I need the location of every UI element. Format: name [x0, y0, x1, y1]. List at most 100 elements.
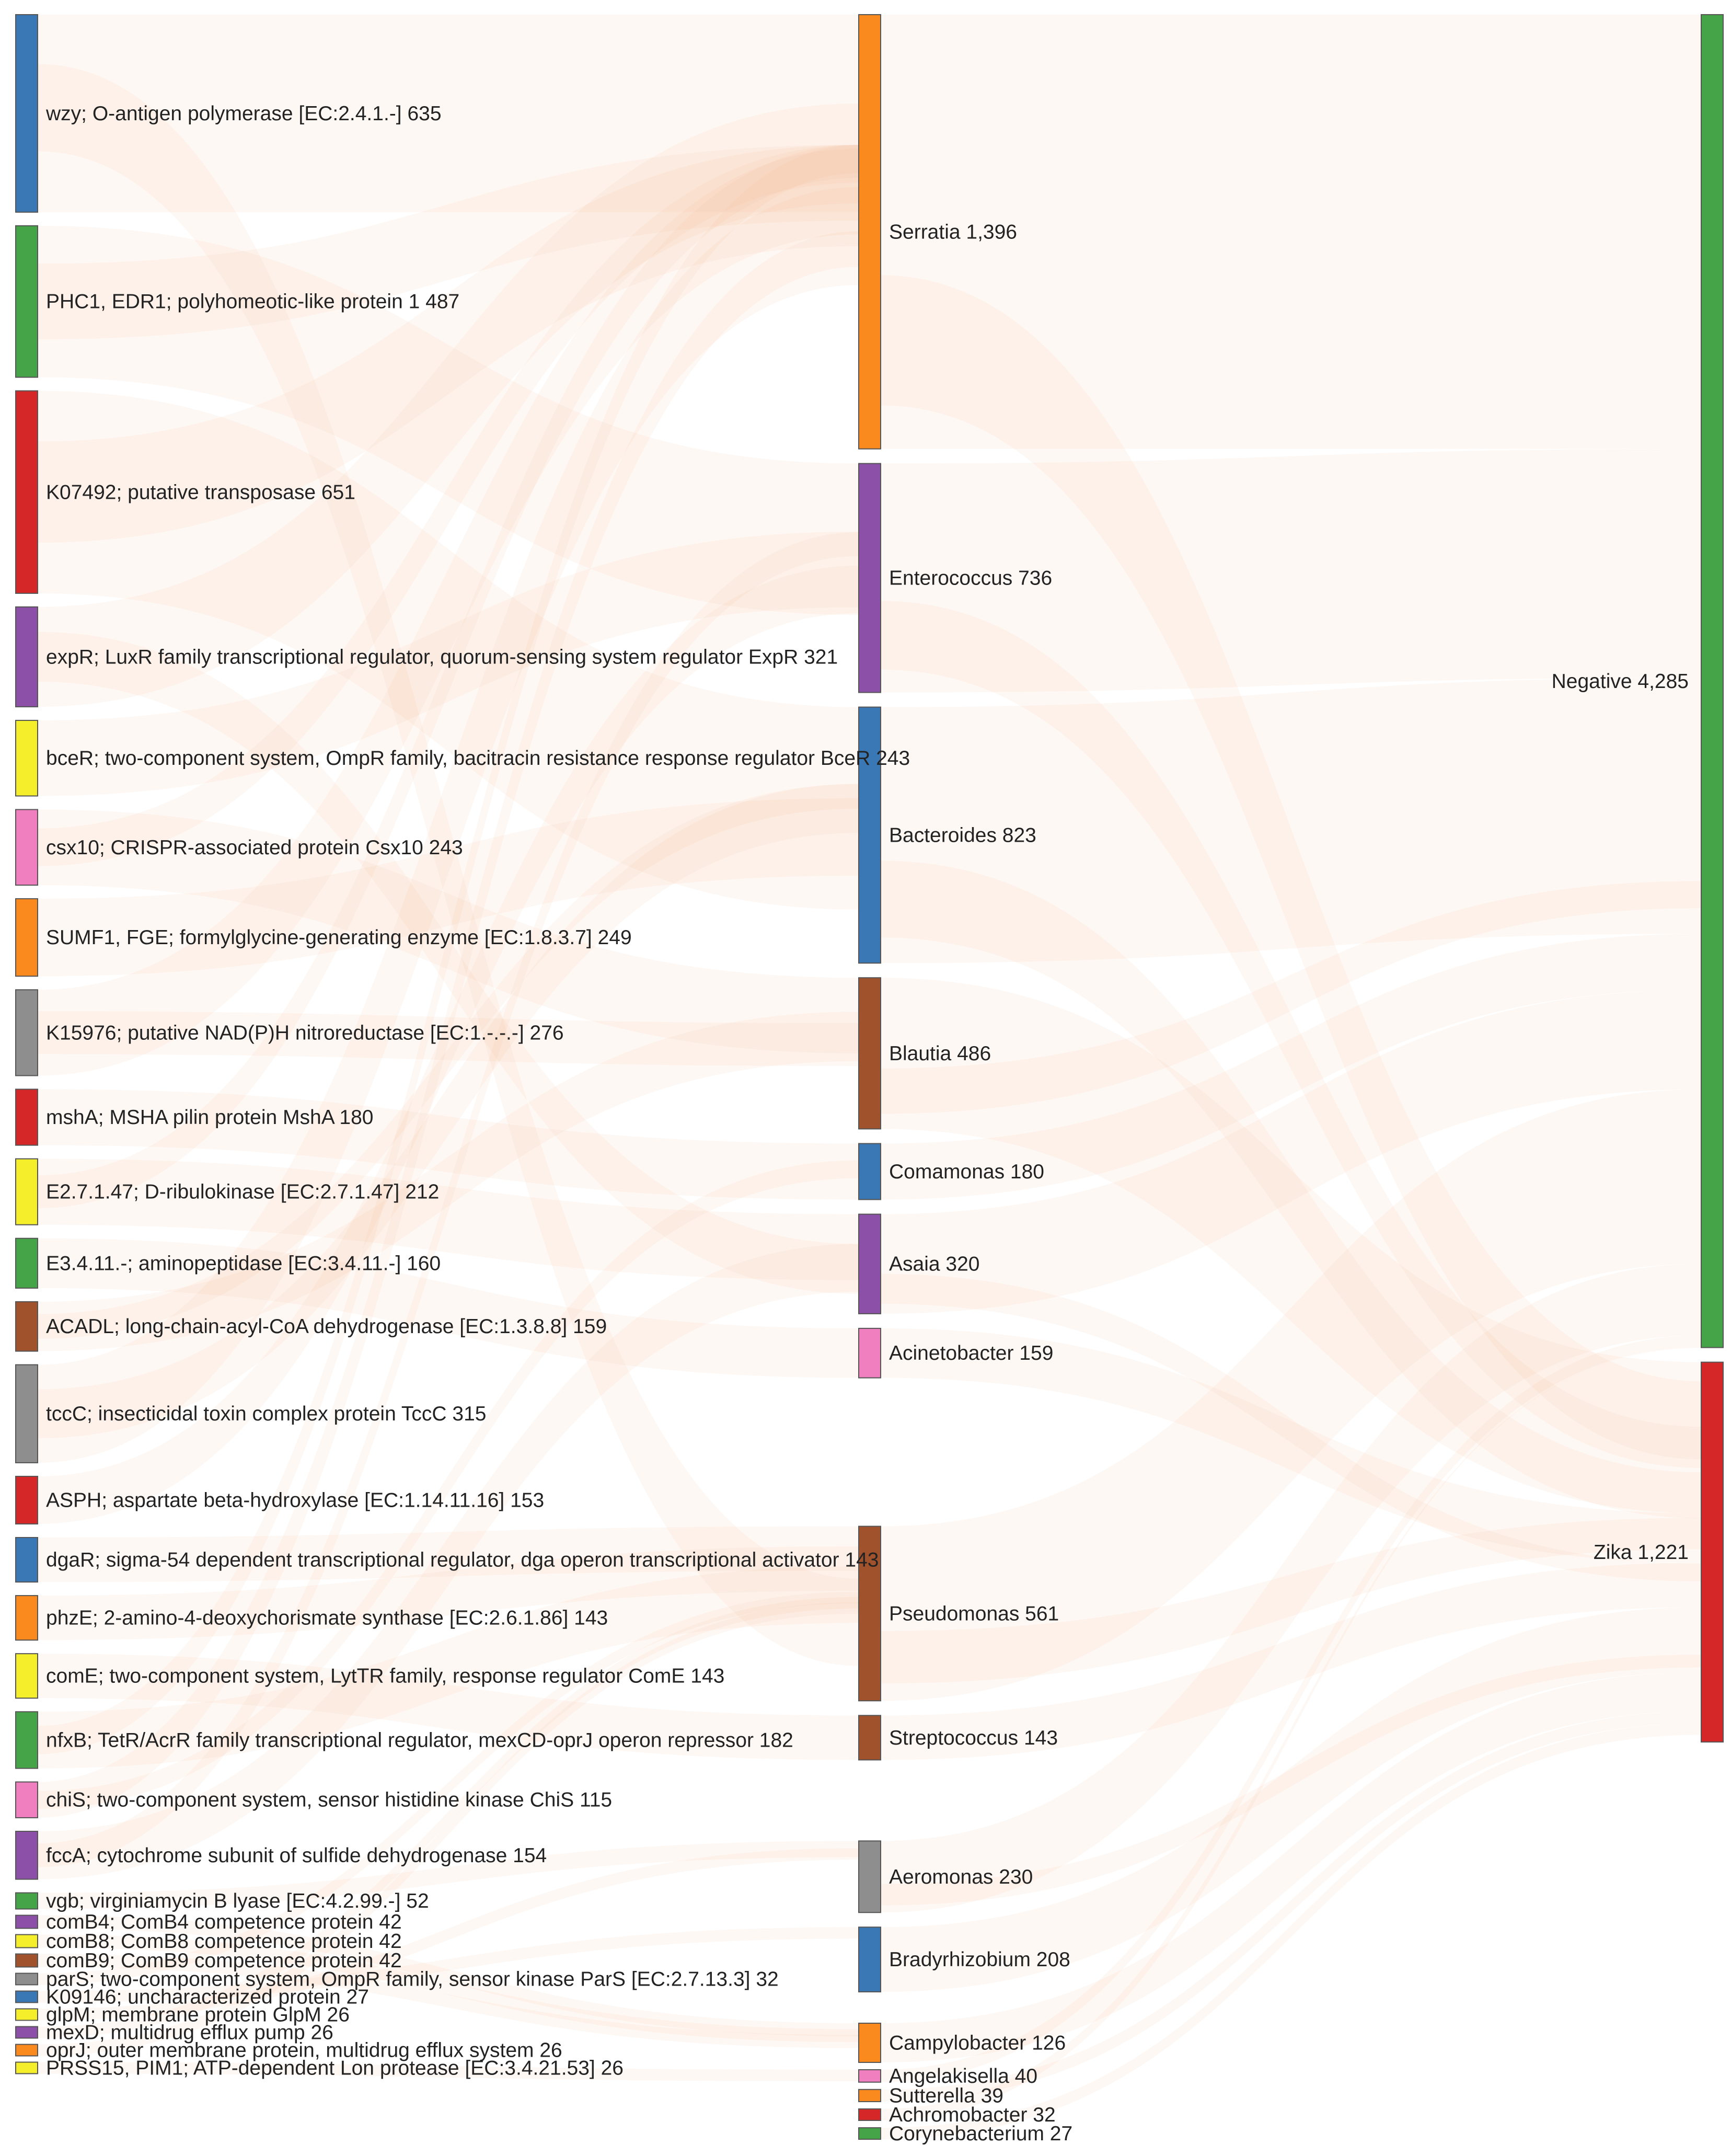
flow-E2.7.1.47-to-Asaia: [38, 1159, 859, 1280]
node-label-E3.4.11.-: E3.4.11.-; aminopeptidase [EC:3.4.11.-] …: [46, 1252, 441, 1275]
node-label-K07492: K07492; putative transposase 651: [46, 481, 355, 503]
node-label-nfxB: nfxB; TetR/AcrR family transcriptional r…: [46, 1729, 793, 1751]
node-label-Corynebacterium: Corynebacterium 27: [889, 2123, 1072, 2145]
node-bar-Sutterella: [858, 2089, 881, 2102]
flow-Blautia-to-Negative-extra: [881, 881, 1701, 1114]
flow-layer: [38, 15, 1701, 2139]
node-bar-K15976: [15, 989, 38, 1076]
flow-expR-to-Asaia-extra: [38, 632, 859, 1294]
node-bar-K07492: [15, 390, 38, 594]
flow-phzE-to-Pseudomonas: [38, 1546, 859, 1641]
flow-Enterococcus-to-Zika-extra: [881, 601, 1701, 1468]
node-label-Streptococcus: Streptococcus 143: [889, 1727, 1058, 1749]
flow-ASPH-to-Enterococcus: [38, 566, 859, 1524]
node-bar-phzE: [15, 1595, 38, 1641]
flow-csx10-to-Serratia-extra: [38, 145, 859, 866]
node-bar-mexD: [15, 2026, 38, 2039]
flow-tccC-to-Bacteroides-extra: [38, 784, 859, 1439]
node-bar-Comamonas: [858, 1143, 881, 1200]
flow-fccA-to-Enterococcus-extra: [38, 532, 859, 1867]
flow-nfxB-to-Pseudomonas: [38, 1566, 859, 1769]
node-label-expR: expR; LuxR family transcriptional regula…: [46, 646, 838, 668]
flow-K07492-to-Serratia-extra: [38, 145, 859, 543]
flow-K09146-to-Bradyrhizobium: [38, 1927, 859, 2003]
flow-comB8-to-Campylobacter: [38, 1934, 859, 2043]
node-bar-ACADL: [15, 1301, 38, 1352]
node-label-PHC1: PHC1, EDR1; polyhomeotic-like protein 1 …: [46, 291, 459, 313]
node-bar-Bradyrhizobium: [858, 1926, 881, 1992]
node-bar-Asaia: [858, 1213, 881, 1314]
node-label-phzE: phzE; 2-amino-4-deoxychorismate synthase…: [46, 1607, 608, 1630]
label-layer: wzy; O-antigen polymerase [EC:2.4.1.-] 6…: [45, 102, 1689, 2145]
flow-E2.7.1.47-to-Serratia-extra: [38, 145, 859, 1209]
node-label-SUMF1: SUMF1, FGE; formylglycine-generating enz…: [46, 926, 632, 949]
flow-Bacteroides-to-Negative: [881, 678, 1701, 964]
node-bar-tccC: [15, 1364, 38, 1463]
node-bar-chiS: [15, 1781, 38, 1818]
flow-csx10-to-Blautia: [38, 809, 859, 1053]
node-bar-vgb: [15, 1892, 38, 1910]
flow-comB9-to-Campylobacter: [38, 1954, 859, 2048]
node-label-Comamonas: Comamonas 180: [889, 1161, 1044, 1183]
flow-Angelakisella-to-Negative: [881, 1335, 1701, 2082]
flow-comE-to-Streptococcus: [38, 1654, 859, 1760]
node-bar-mshA: [15, 1088, 38, 1146]
flow-K15976-to-Blautia-extra: [38, 1011, 859, 1066]
node-label-wzy: wzy; O-antigen polymerase [EC:2.4.1.-] 6…: [45, 102, 442, 125]
node-bar-PHC1: [15, 225, 38, 378]
node-bar-comB9: [15, 1953, 38, 1968]
node-label-Pseudomonas: Pseudomonas 561: [889, 1602, 1059, 1625]
node-bar-Negative: [1701, 14, 1724, 1348]
node-label-Serratia: Serratia 1,396: [889, 221, 1017, 243]
node-label-dgaR: dgaR; sigma-54 dependent transcriptional…: [46, 1549, 879, 1572]
node-label-parS: parS; two-component system, OmpR family,…: [46, 1968, 779, 1990]
node-bar-parS: [15, 1972, 38, 1986]
flow-Streptococcus-to-Zika: [881, 1563, 1701, 1760]
node-bar-fccA: [15, 1830, 38, 1880]
flow-wzy-to-Serratia: [38, 15, 859, 212]
flow-Serratia-to-Negative: [881, 15, 1701, 449]
flow-wzy-to-Pseudomonas-extra: [38, 64, 859, 1666]
flow-SUMF1-to-Bacteroides: [38, 798, 859, 977]
flow-vgb-to-Aeromonas: [38, 1841, 859, 1909]
node-bar-PRSS15: [15, 2061, 38, 2074]
flow-Bradyrhizobium-to-Zika: [881, 1607, 1701, 1992]
flow-Aeromonas-to-Zika-extra: [881, 1654, 1701, 1906]
node-bar-wzy: [15, 14, 38, 213]
flow-Campylobacter-to-Zika: [881, 1672, 1701, 2062]
node-bar-Zika: [1701, 1361, 1724, 1743]
node-bar-csx10: [15, 809, 38, 886]
flow-Blautia-to-Zika: [881, 978, 1701, 1513]
flow-Sutterella-to-Zika: [881, 1711, 1701, 2102]
node-label-csx10: csx10; CRISPR-associated protein Csx10 2…: [46, 836, 463, 859]
node-bar-Blautia: [858, 977, 881, 1130]
flow-chiS-to-Serratia: [38, 231, 859, 1818]
flow-Enterococcus-to-Negative: [881, 449, 1701, 693]
flow-chiS-to-Comamonas-extra: [38, 1160, 859, 1809]
node-label-Campylobacter: Campylobacter 126: [889, 2032, 1066, 2054]
node-bar-Bacteroides: [858, 706, 881, 964]
flow-PRSS15-to-Angelakisella: [38, 2062, 859, 2081]
flow-mexD-to-Pseudomonas: [38, 1597, 859, 2038]
node-label-Angelakisella: Angelakisella 40: [889, 2065, 1037, 2088]
flow-parS-to-Pseudomonas: [38, 1591, 859, 1985]
node-label-comB8: comB8; ComB8 competence protein 42: [46, 1930, 402, 1953]
node-bar-Serratia: [858, 14, 881, 450]
flow-Aeromonas-to-Negative: [881, 1264, 1701, 1913]
node-label-mexD: mexD; multidrug efflux pump 26: [46, 2021, 333, 2044]
node-label-tccC: tccC; insecticidal toxin complex protein…: [46, 1403, 486, 1425]
node-bar-Corynebacterium: [858, 2127, 881, 2140]
node-label-Blautia: Blautia 486: [889, 1042, 991, 1065]
node-label-oprJ: oprJ; outer membrane protein, multidrug …: [46, 2039, 562, 2061]
node-label-comB4: comB4; ComB4 competence protein 42: [46, 1911, 402, 1933]
node-bar-K09146: [15, 1990, 38, 2003]
flow-comB4-to-Campylobacter: [38, 1915, 859, 2036]
node-bar-oprJ: [15, 2044, 38, 2057]
node-bar-Angelakisella: [858, 2069, 881, 2083]
flow-expR-to-Serratia: [38, 104, 859, 707]
node-label-Aeromonas: Aeromonas 230: [889, 1866, 1033, 1888]
node-bar-ASPH: [15, 1475, 38, 1524]
flow-tccC-to-Serratia: [38, 187, 859, 1463]
node-label-E2.7.1.47: E2.7.1.47; D-ribulokinase [EC:2.7.1.47] …: [46, 1181, 439, 1203]
node-label-comB9: comB9; ComB9 competence protein 42: [46, 1949, 402, 1972]
